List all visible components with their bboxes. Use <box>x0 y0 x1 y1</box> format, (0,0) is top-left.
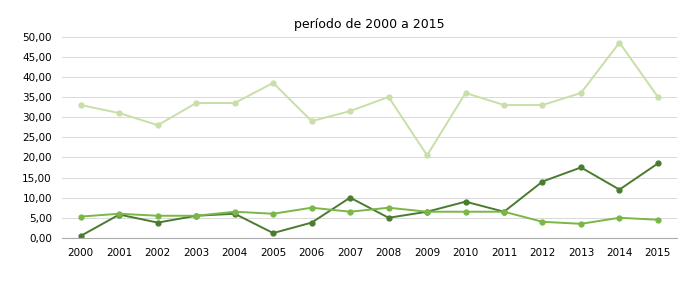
Line: Argentina: Argentina <box>79 40 660 158</box>
EUA <box>577 222 585 226</box>
Brasil <box>346 196 354 199</box>
EUA <box>462 210 470 213</box>
Title: período de 2000 a 2015: período de 2000 a 2015 <box>294 18 445 31</box>
EUA <box>538 220 547 224</box>
EUA <box>346 210 354 213</box>
Argentina <box>154 123 162 127</box>
EUA <box>154 214 162 217</box>
Brasil <box>192 214 200 217</box>
Legend: Brasil, EUA, Argentina: Brasil, EUA, Argentina <box>249 304 490 305</box>
EUA <box>500 210 508 213</box>
EUA <box>308 206 316 210</box>
Argentina <box>269 81 277 85</box>
Brasil <box>77 234 85 238</box>
Argentina <box>346 109 354 113</box>
Brasil <box>269 231 277 235</box>
EUA <box>115 212 123 216</box>
Line: EUA: EUA <box>79 205 660 226</box>
EUA <box>77 215 85 218</box>
EUA <box>654 218 662 222</box>
Brasil <box>154 221 162 224</box>
Brasil <box>462 200 470 203</box>
EUA <box>269 212 277 216</box>
Argentina <box>577 91 585 95</box>
Argentina <box>462 91 470 95</box>
Brasil <box>577 166 585 169</box>
EUA <box>423 210 431 213</box>
Line: Brasil: Brasil <box>79 161 660 238</box>
Argentina <box>616 41 624 45</box>
Brasil <box>423 210 431 213</box>
Argentina <box>231 101 239 105</box>
Argentina <box>423 153 431 157</box>
Brasil <box>616 188 624 192</box>
Brasil <box>654 162 662 165</box>
Argentina <box>77 103 85 107</box>
EUA <box>192 214 200 217</box>
Brasil <box>500 210 508 213</box>
Brasil <box>538 180 547 183</box>
EUA <box>384 206 393 210</box>
Brasil <box>231 212 239 216</box>
Argentina <box>500 103 508 107</box>
EUA <box>616 216 624 220</box>
Brasil <box>115 213 123 216</box>
Argentina <box>538 103 547 107</box>
Argentina <box>654 95 662 99</box>
Argentina <box>384 95 393 99</box>
Argentina <box>308 119 316 123</box>
Brasil <box>384 216 393 220</box>
Argentina <box>192 101 200 105</box>
Brasil <box>308 221 316 224</box>
EUA <box>231 210 239 213</box>
Argentina <box>115 111 123 115</box>
